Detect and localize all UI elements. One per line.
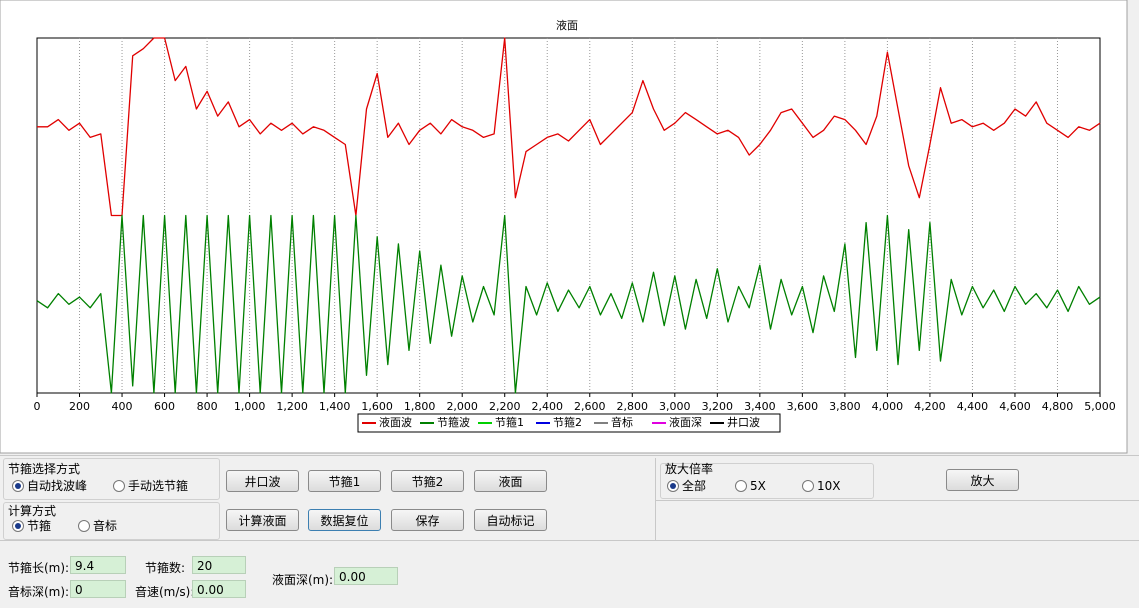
button[interactable]: 计算液面 xyxy=(226,509,299,531)
group-title: 放大倍率 xyxy=(665,462,714,476)
separator xyxy=(655,500,1139,501)
x-tick-label: 3,000 xyxy=(659,400,691,413)
radio[interactable]: 音标 xyxy=(78,519,117,533)
waveform xyxy=(37,37,1101,217)
legend-label: 井口波 xyxy=(727,415,760,429)
text-input[interactable]: 0.00 xyxy=(192,580,246,598)
text-input[interactable]: 9.4 xyxy=(70,556,126,574)
radio[interactable]: 10X xyxy=(802,479,841,493)
x-tick-label: 1,400 xyxy=(319,400,351,413)
legend xyxy=(357,413,781,433)
button[interactable]: 节箍2 xyxy=(391,470,464,492)
x-tick-label: 200 xyxy=(69,400,90,413)
calc-group xyxy=(3,502,220,540)
group-title: 节箍选择方式 xyxy=(8,462,81,476)
button[interactable]: 保存 xyxy=(391,509,464,531)
x-tick-label: 0 xyxy=(34,400,41,413)
field-label: 液面深(m): xyxy=(272,573,334,587)
radio[interactable]: 手动选节箍 xyxy=(113,479,188,493)
radio[interactable]: 节箍 xyxy=(12,519,51,533)
zoom-group xyxy=(660,463,874,499)
x-tick-label: 2,200 xyxy=(489,400,521,413)
radio[interactable]: 5X xyxy=(735,479,766,493)
separator xyxy=(655,458,656,540)
legend-label: 节箍2 xyxy=(553,415,582,429)
select-group xyxy=(3,458,220,500)
field-label: 音速(m/s): xyxy=(135,585,195,599)
x-tick-label: 5,000 xyxy=(1084,400,1116,413)
x-tick-label: 2,800 xyxy=(617,400,649,413)
legend-label: 液面深 xyxy=(669,415,702,429)
legend-label: 音标 xyxy=(611,415,633,429)
x-tick-label: 600 xyxy=(154,400,175,413)
button[interactable]: 节箍1 xyxy=(308,470,381,492)
radio[interactable]: 全部 xyxy=(667,479,706,493)
button[interactable]: 放大 xyxy=(946,469,1019,491)
button[interactable]: 井口波 xyxy=(226,470,299,492)
chart-background xyxy=(0,0,1128,454)
x-tick-label: 4,200 xyxy=(914,400,946,413)
x-tick-label: 1,600 xyxy=(361,400,393,413)
x-tick-label: 3,200 xyxy=(702,400,734,413)
plot-frame xyxy=(36,37,1101,394)
separator xyxy=(0,540,1139,541)
waveform xyxy=(36,214,1101,394)
x-tick-label: 3,600 xyxy=(787,400,819,413)
field-label: 节箍数: xyxy=(145,561,186,575)
chart: 液面 0 200 400 600 800 1,000 1,200 1,400 1,600 1,80… xyxy=(0,0,1139,454)
x-tick-label: 1,200 xyxy=(276,400,308,413)
x-tick-label: 3,800 xyxy=(829,400,861,413)
legend-label: 液面波 xyxy=(379,415,412,429)
side-strip xyxy=(1128,0,1139,453)
x-tick-label: 400 xyxy=(112,400,133,413)
button[interactable]: 自动标记 xyxy=(474,509,547,531)
x-tick-label: 4,600 xyxy=(999,400,1031,413)
field-label: 节箍长(m): xyxy=(8,561,70,575)
x-tick-label: 800 xyxy=(197,400,218,413)
x-tick-label: 2,400 xyxy=(531,400,563,413)
field-label: 音标深(m): xyxy=(8,585,70,599)
text-input[interactable]: 0.00 xyxy=(334,567,398,585)
legend-label: 节箍波 xyxy=(437,415,470,429)
button[interactable]: 液面 xyxy=(474,470,547,492)
radio[interactable]: 自动找波峰 xyxy=(12,479,87,493)
legend-label: 节箍1 xyxy=(495,415,524,429)
separator xyxy=(0,455,1139,456)
text-input[interactable]: 0 xyxy=(70,580,126,598)
x-tick-label: 2,600 xyxy=(574,400,606,413)
x-tick-label: 1,800 xyxy=(404,400,436,413)
button[interactable]: 数据复位 xyxy=(308,509,381,531)
text-input[interactable]: 20 xyxy=(192,556,246,574)
x-tick-label: 4,800 xyxy=(1042,400,1074,413)
chart-title: 液面 xyxy=(556,18,578,32)
x-tick-label: 4,000 xyxy=(872,400,904,413)
x-tick-label: 1,000 xyxy=(234,400,266,413)
x-tick-label: 4,400 xyxy=(957,400,989,413)
x-tick-label: 2,000 xyxy=(446,400,478,413)
x-tick-label: 3,400 xyxy=(744,400,776,413)
group-title: 计算方式 xyxy=(8,504,57,518)
